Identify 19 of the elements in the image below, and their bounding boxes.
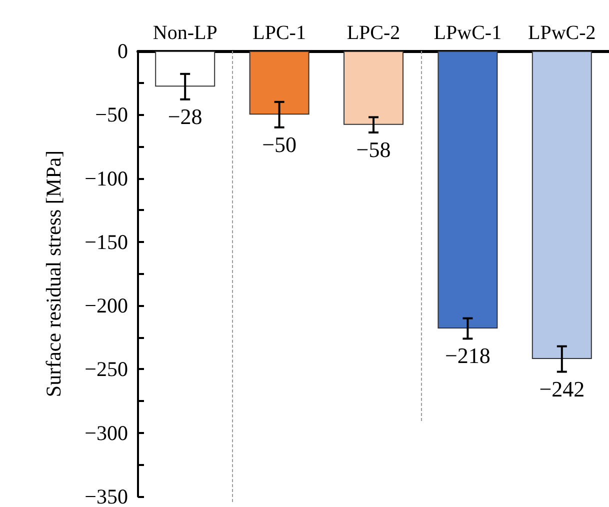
y-tick-label: −250 <box>84 357 128 382</box>
x-tick-label: LPwC-1 <box>434 22 502 44</box>
y-tick-label: −100 <box>84 166 128 190</box>
y-axis-title: Surface residual stress [MPa] <box>42 150 66 398</box>
data-label: −50 <box>262 132 297 157</box>
y-tick-label: 0 <box>118 39 128 63</box>
y-tick-label: −150 <box>84 230 128 254</box>
y-tick-label: −50 <box>95 102 128 127</box>
x-tick-label: LPwC-2 <box>528 22 596 44</box>
data-label: −28 <box>168 104 202 129</box>
data-label: −58 <box>356 136 391 162</box>
data-label: −242 <box>539 376 585 402</box>
y-tick-label: −350 <box>84 484 128 507</box>
x-tick-label: LPC-2 <box>346 22 400 44</box>
y-tick-label: −200 <box>84 294 128 318</box>
x-tick-label: Non-LP <box>152 22 218 44</box>
y-tick-label: −300 <box>84 420 128 445</box>
data-label: −218 <box>444 343 490 368</box>
x-tick-label: LPC-1 <box>252 22 306 44</box>
